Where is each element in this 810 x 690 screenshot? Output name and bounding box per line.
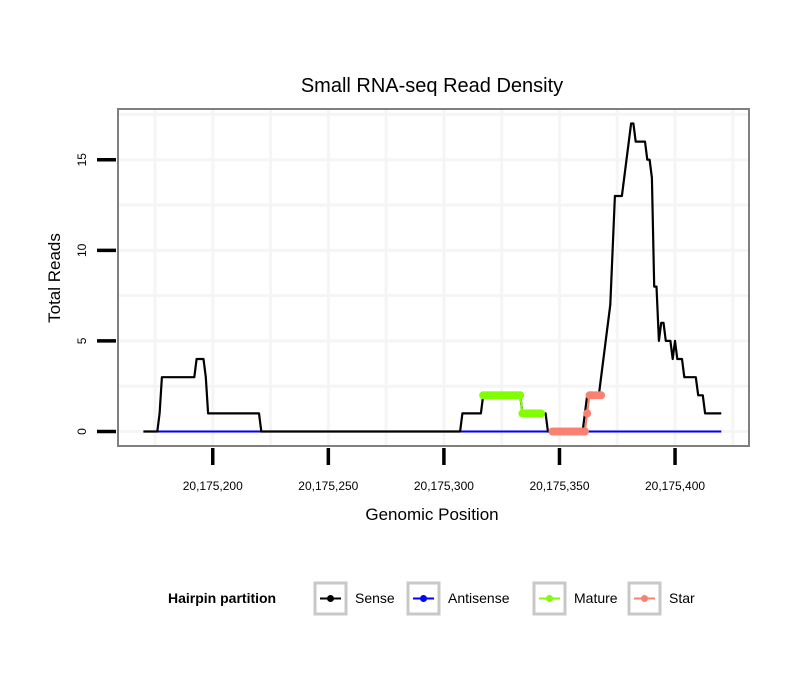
data-point-star — [580, 427, 589, 436]
legend-entry-mature: Mature — [532, 581, 618, 616]
legend-key-point — [327, 595, 334, 602]
chart-title: Small RNA-seq Read Density — [301, 75, 563, 97]
legend-label: Mature — [574, 590, 618, 606]
legend-key-point — [641, 595, 648, 602]
series-line-sense — [143, 122, 722, 433]
series-mature — [479, 391, 545, 418]
y-axis: 0 5 10 15 — [75, 153, 116, 435]
y-tick-label: 15 — [75, 153, 89, 167]
y-tick-label: 10 — [75, 243, 89, 257]
legend-key-point — [420, 595, 427, 602]
x-axis: 20,175,200 20,175,250 20,175,300 20,175,350… — [183, 448, 705, 493]
series-layer — [143, 122, 722, 436]
series-star — [548, 391, 606, 436]
legend-key-point — [546, 595, 553, 602]
plot-panel-border — [117, 108, 750, 447]
legend-entry-sense: Sense — [313, 581, 395, 616]
legend-entry-star: Star — [627, 581, 695, 616]
data-point-mature — [516, 391, 525, 400]
plot-panel — [117, 108, 750, 447]
legend-label: Sense — [355, 590, 395, 606]
y-tick-label: 5 — [75, 337, 89, 344]
legend-entry-antisense: Antisense — [406, 581, 510, 616]
y-tick-label: 0 — [75, 428, 89, 435]
legend-label: Antisense — [448, 590, 510, 606]
data-point-star — [583, 409, 592, 418]
data-point-mature — [536, 409, 545, 418]
legend-entries: Sense Antisense Mature Star — [313, 581, 695, 616]
series-sense — [143, 122, 722, 433]
legend-title: Hairpin partition — [168, 590, 276, 606]
x-axis-title: Genomic Position — [365, 505, 498, 524]
x-tick-label: 20,175,200 — [183, 479, 243, 493]
data-point-star — [597, 391, 606, 400]
x-tick-label: 20,175,300 — [414, 479, 474, 493]
y-axis-title: Total Reads — [45, 233, 64, 323]
legend-label: Star — [669, 590, 695, 606]
x-tick-label: 20,175,250 — [298, 479, 358, 493]
x-tick-label: 20,175,350 — [529, 479, 589, 493]
grid-lines — [119, 110, 748, 445]
x-tick-label: 20,175,400 — [645, 479, 705, 493]
legend: Hairpin partition Sense Antisense Mature St… — [168, 581, 695, 616]
